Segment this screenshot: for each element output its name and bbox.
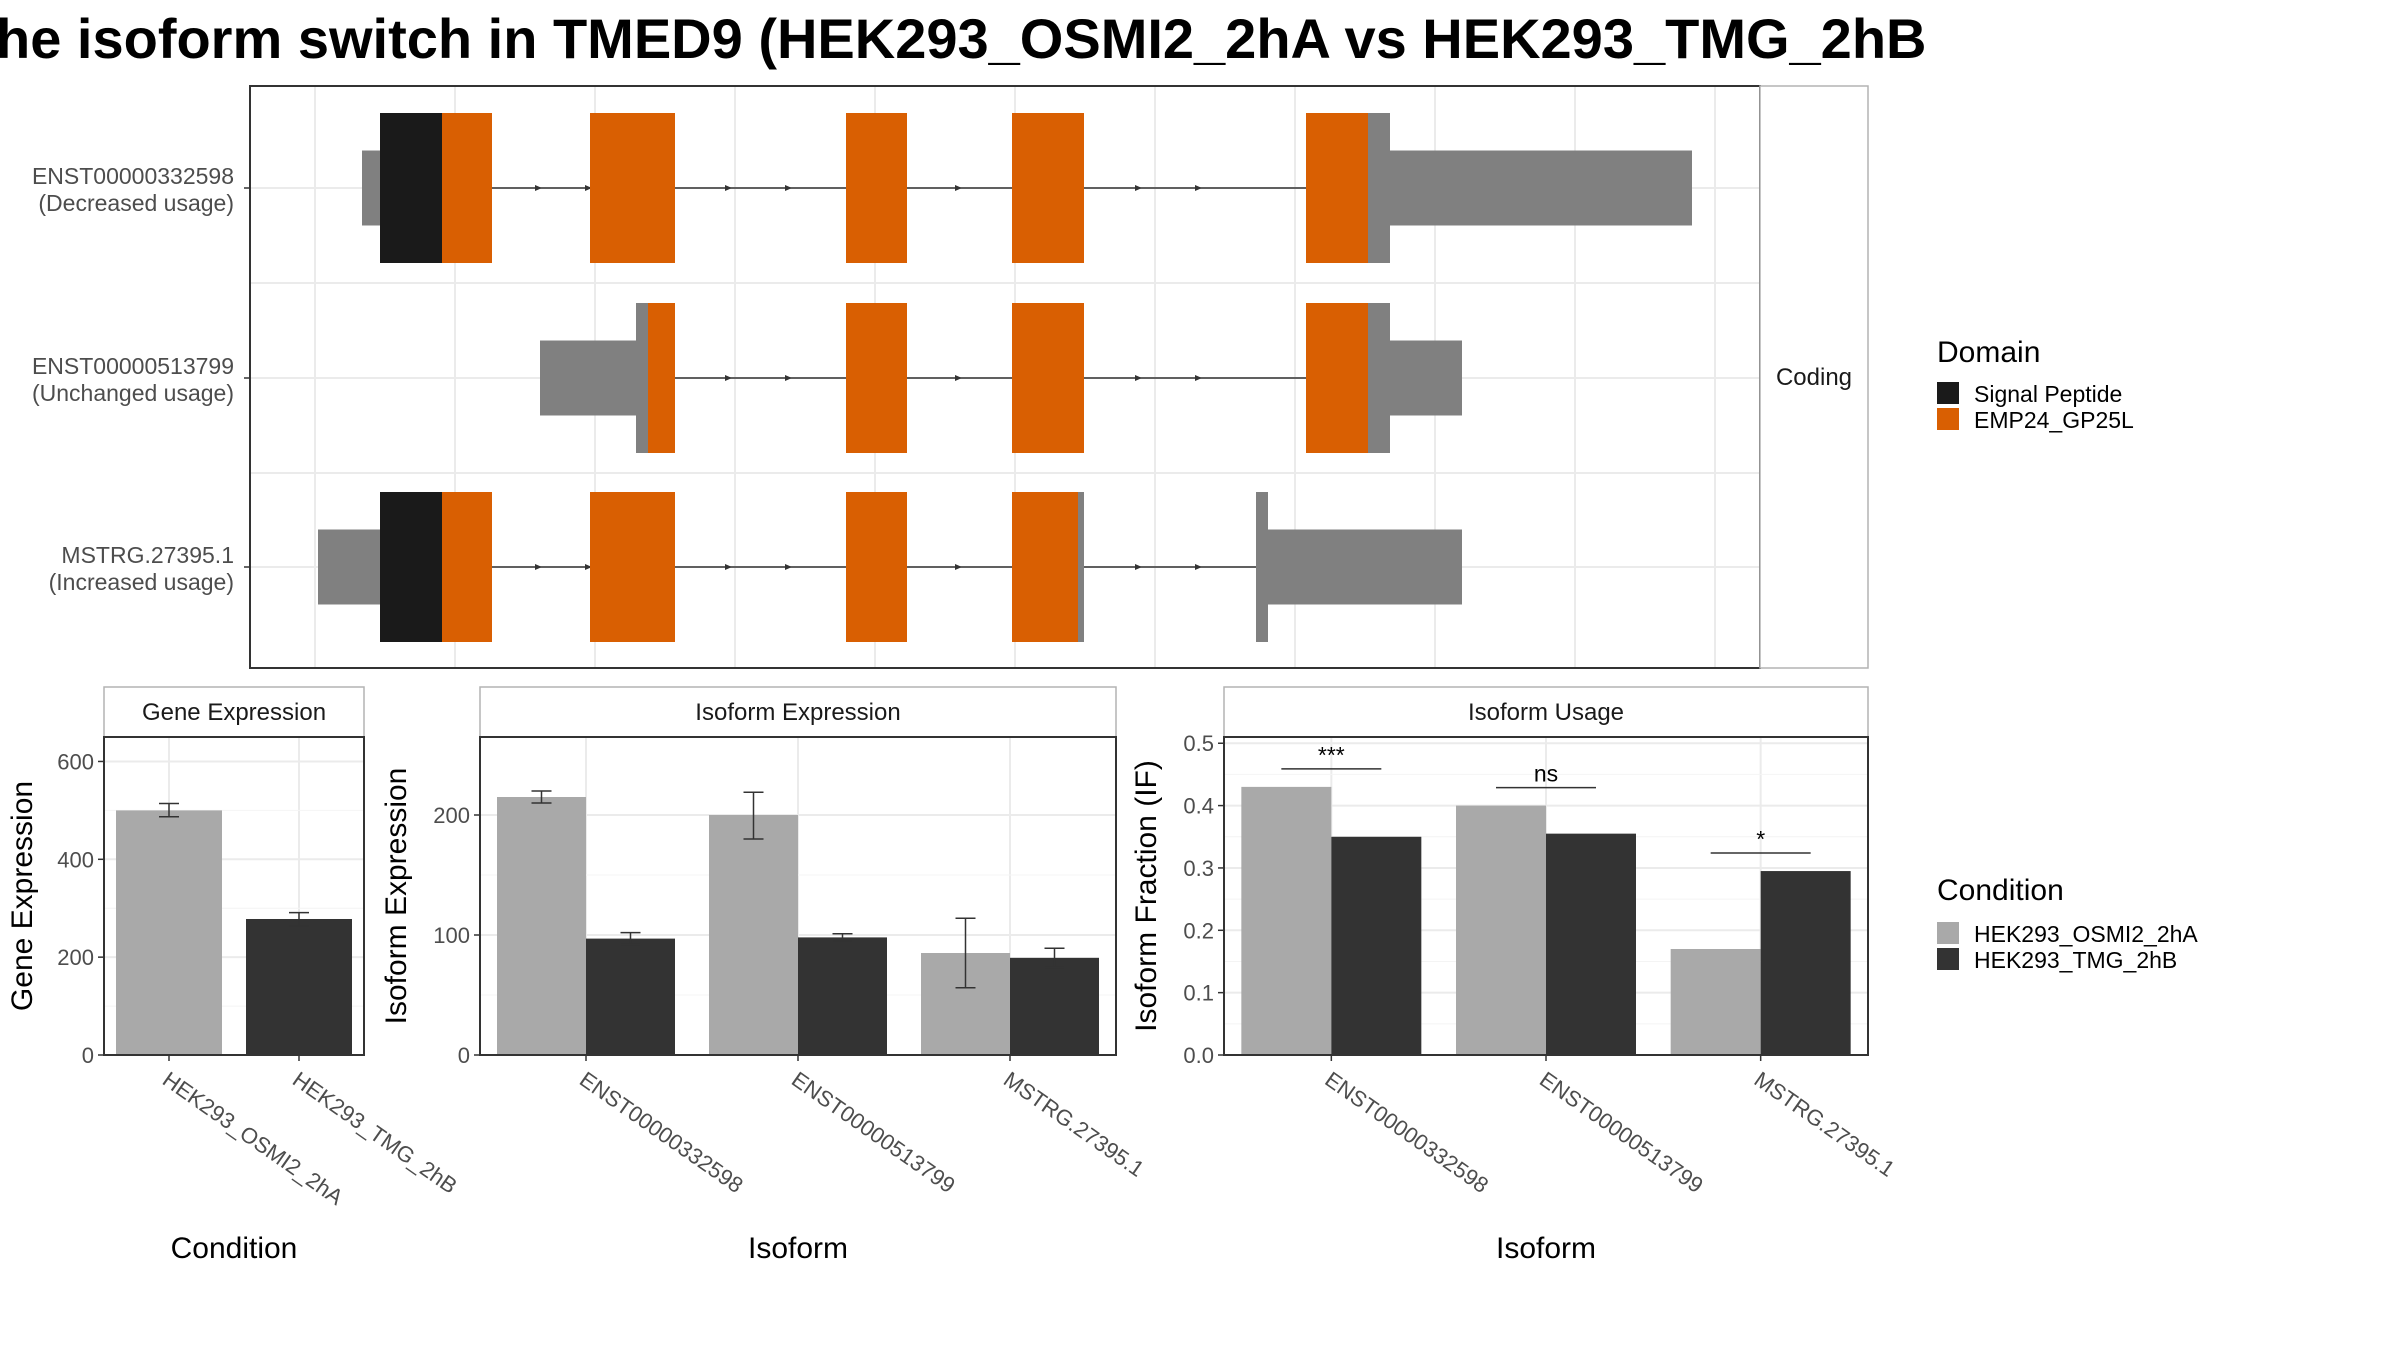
x-tick-label: MSTRG.27395.1 — [999, 1067, 1149, 1182]
emp24-domain-exon — [1012, 113, 1084, 263]
utr-segment — [540, 341, 646, 416]
emp24-domain-exon — [648, 303, 675, 453]
bar — [1456, 806, 1546, 1055]
isoform-usage-status: (Decreased usage) — [38, 190, 234, 216]
y-tick-label: 0.5 — [1183, 731, 1214, 756]
x-axis-title: Isoform — [748, 1232, 848, 1265]
y-axis-title: Gene Expression — [6, 781, 39, 1011]
y-tick-label: 0.0 — [1183, 1043, 1214, 1068]
utr-segment — [1390, 151, 1692, 226]
y-tick-label: 400 — [57, 847, 94, 872]
signal-peptide-exon — [380, 492, 442, 642]
bar — [246, 919, 352, 1055]
bar — [1241, 787, 1331, 1055]
isoform-id-label: ENST00000513799 — [32, 353, 234, 379]
isoform-usage-panel: Isoform Usage 0.0 0.1 0.2 0.3 0.4 0.5 *** ENST00… — [1130, 687, 1899, 1265]
utr-segment — [1268, 530, 1462, 605]
emp24-domain-exon — [442, 113, 492, 263]
utr-segment — [318, 530, 380, 605]
utr-segment — [1078, 492, 1084, 642]
significance-label: *** — [1318, 742, 1345, 768]
panel-strip-label: Isoform Expression — [695, 699, 900, 726]
utr-segment — [1390, 341, 1462, 416]
y-tick-label: 100 — [433, 923, 470, 948]
y-tick-label: 0.2 — [1183, 918, 1214, 943]
isoform-usage-status: (Unchanged usage) — [32, 380, 234, 406]
bar — [1331, 837, 1421, 1055]
isoform-id-label: ENST00000332598 — [32, 163, 234, 189]
bar — [1010, 958, 1099, 1055]
coding-strip-label: Coding — [1776, 364, 1852, 391]
isoform-switch-figure: he isoform switch in TMED9 (HEK293_OSMI2… — [0, 0, 2400, 1350]
emp24-domain-exon — [1306, 113, 1368, 263]
x-tick-label: MSTRG.27395.1 — [1750, 1067, 1900, 1182]
emp24-domain-exon — [1012, 303, 1084, 453]
domain-legend-swatch — [1937, 408, 1959, 430]
x-tick-label: ENST00000332598 — [575, 1067, 748, 1198]
x-axis-title: Isoform — [1496, 1232, 1596, 1265]
y-tick-label: 0.4 — [1183, 794, 1214, 819]
x-axis-title: Condition — [171, 1232, 298, 1265]
condition-legend-label: HEK293_TMG_2hB — [1974, 947, 2177, 973]
y-tick-label: 600 — [57, 749, 94, 774]
utr-segment — [1368, 113, 1390, 263]
emp24-domain-exon — [442, 492, 492, 642]
bar — [709, 815, 798, 1055]
utr-segment — [1368, 303, 1390, 453]
y-tick-label: 0 — [82, 1043, 94, 1068]
condition-legend-label: HEK293_OSMI2_2hA — [1974, 921, 2198, 947]
emp24-domain-exon — [1306, 303, 1368, 453]
isoform-expression-panel: Isoform Expression 0 100 200 ENST00000332598… — [380, 687, 1149, 1265]
figure-title: he isoform switch in TMED9 (HEK293_OSMI2… — [0, 7, 1926, 70]
y-tick-label: 200 — [433, 803, 470, 828]
x-tick-label: ENST00000513799 — [787, 1067, 960, 1198]
domain-legend-title: Domain — [1937, 336, 2040, 369]
y-tick-label: 0.1 — [1183, 981, 1214, 1006]
x-tick-label: ENST00000332598 — [1320, 1067, 1493, 1198]
bar — [798, 937, 887, 1055]
domain-legend-label: EMP24_GP25L — [1974, 407, 2134, 433]
isoform-id-label: MSTRG.27395.1 — [61, 542, 234, 568]
condition-legend-title: Condition — [1937, 874, 2064, 907]
isoform-usage-status: (Increased usage) — [49, 569, 234, 595]
condition-legend-swatch — [1937, 948, 1959, 970]
condition-legend-swatch — [1937, 922, 1959, 944]
x-tick-label: ENST00000513799 — [1535, 1067, 1708, 1198]
utr-segment — [1256, 492, 1268, 642]
y-tick-label: 0.3 — [1183, 856, 1214, 881]
y-tick-label: 0 — [458, 1043, 470, 1068]
domain-legend-label: Signal Peptide — [1974, 381, 2122, 407]
y-tick-label: 200 — [57, 945, 94, 970]
emp24-domain-exon — [590, 492, 675, 642]
bar — [116, 810, 222, 1055]
significance-label: ns — [1534, 761, 1558, 787]
utr-segment — [636, 303, 648, 453]
emp24-domain-exon — [846, 492, 907, 642]
panel-strip-label: Gene Expression — [142, 699, 326, 726]
panel-strip-label: Isoform Usage — [1468, 699, 1624, 726]
bar — [1671, 949, 1761, 1055]
gene-structure-panel: ENST00000332598(Decreased usage) ENST0000… — [32, 86, 1868, 668]
bar — [586, 939, 675, 1055]
y-axis-title: Isoform Fraction (IF) — [1130, 760, 1163, 1032]
domain-legend-swatch — [1937, 382, 1959, 404]
emp24-domain-exon — [846, 113, 907, 263]
y-axis-title: Isoform Expression — [380, 768, 413, 1025]
bar — [497, 797, 586, 1055]
signal-peptide-exon — [380, 113, 442, 263]
emp24-domain-exon — [846, 303, 907, 453]
emp24-domain-exon — [1012, 492, 1078, 642]
bar — [1761, 871, 1851, 1055]
utr-segment — [362, 151, 380, 226]
bar — [1546, 834, 1636, 1055]
emp24-domain-exon — [590, 113, 675, 263]
significance-label: * — [1756, 826, 1765, 852]
